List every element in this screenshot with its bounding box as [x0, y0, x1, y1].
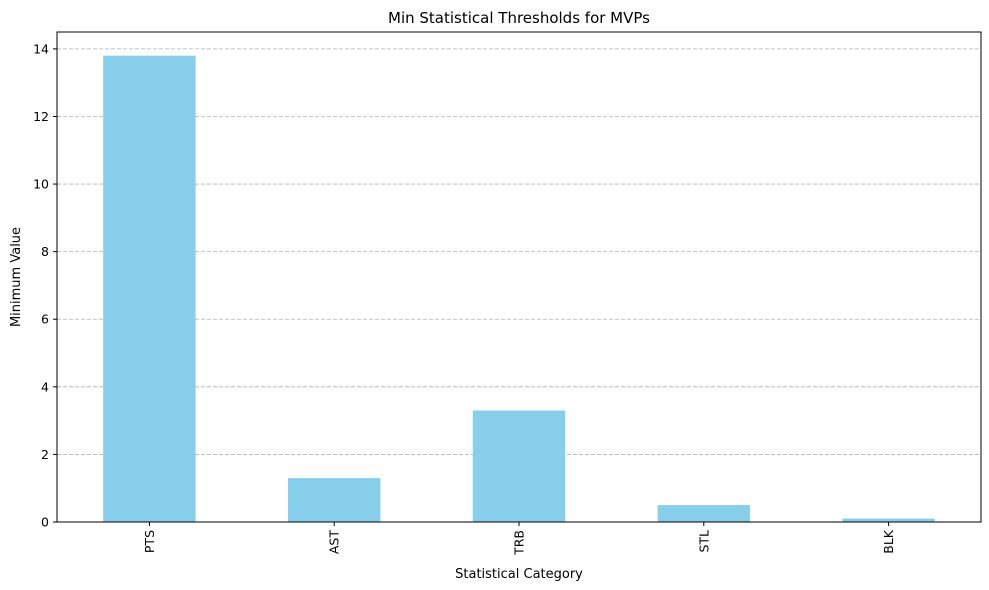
bar-ast [288, 478, 381, 522]
y-tick-label: 6 [41, 312, 49, 327]
bar-stl [657, 505, 750, 522]
x-tick-label: STL [696, 530, 711, 553]
x-tick-label: PTS [142, 530, 157, 553]
y-tick-label: 4 [41, 379, 49, 394]
bar-blk [842, 518, 935, 522]
bar-pts [103, 55, 196, 522]
x-axis-title: Statistical Category [455, 567, 583, 582]
y-tick-label: 0 [41, 515, 49, 530]
y-ticks: 0 2 4 6 8 10 12 14 [33, 41, 57, 530]
y-tick-label: 12 [33, 109, 49, 124]
x-tick-label: TRB [512, 530, 527, 556]
y-tick-label: 2 [41, 447, 49, 462]
y-tick-label: 10 [33, 177, 49, 192]
x-tick-label: BLK [881, 529, 896, 554]
grid-layer [57, 48, 981, 455]
y-axis-title: Minimum Value [9, 227, 24, 327]
y-tick-label: 8 [41, 244, 49, 259]
chart-title: Min Statistical Thresholds for MVPs [388, 9, 650, 27]
x-tick-label: AST [327, 530, 342, 554]
bar-trb [472, 410, 566, 522]
bars-layer [103, 55, 935, 522]
y-tick-label: 14 [33, 41, 49, 56]
x-ticks: PTS AST TRB STL BLK [142, 522, 896, 556]
